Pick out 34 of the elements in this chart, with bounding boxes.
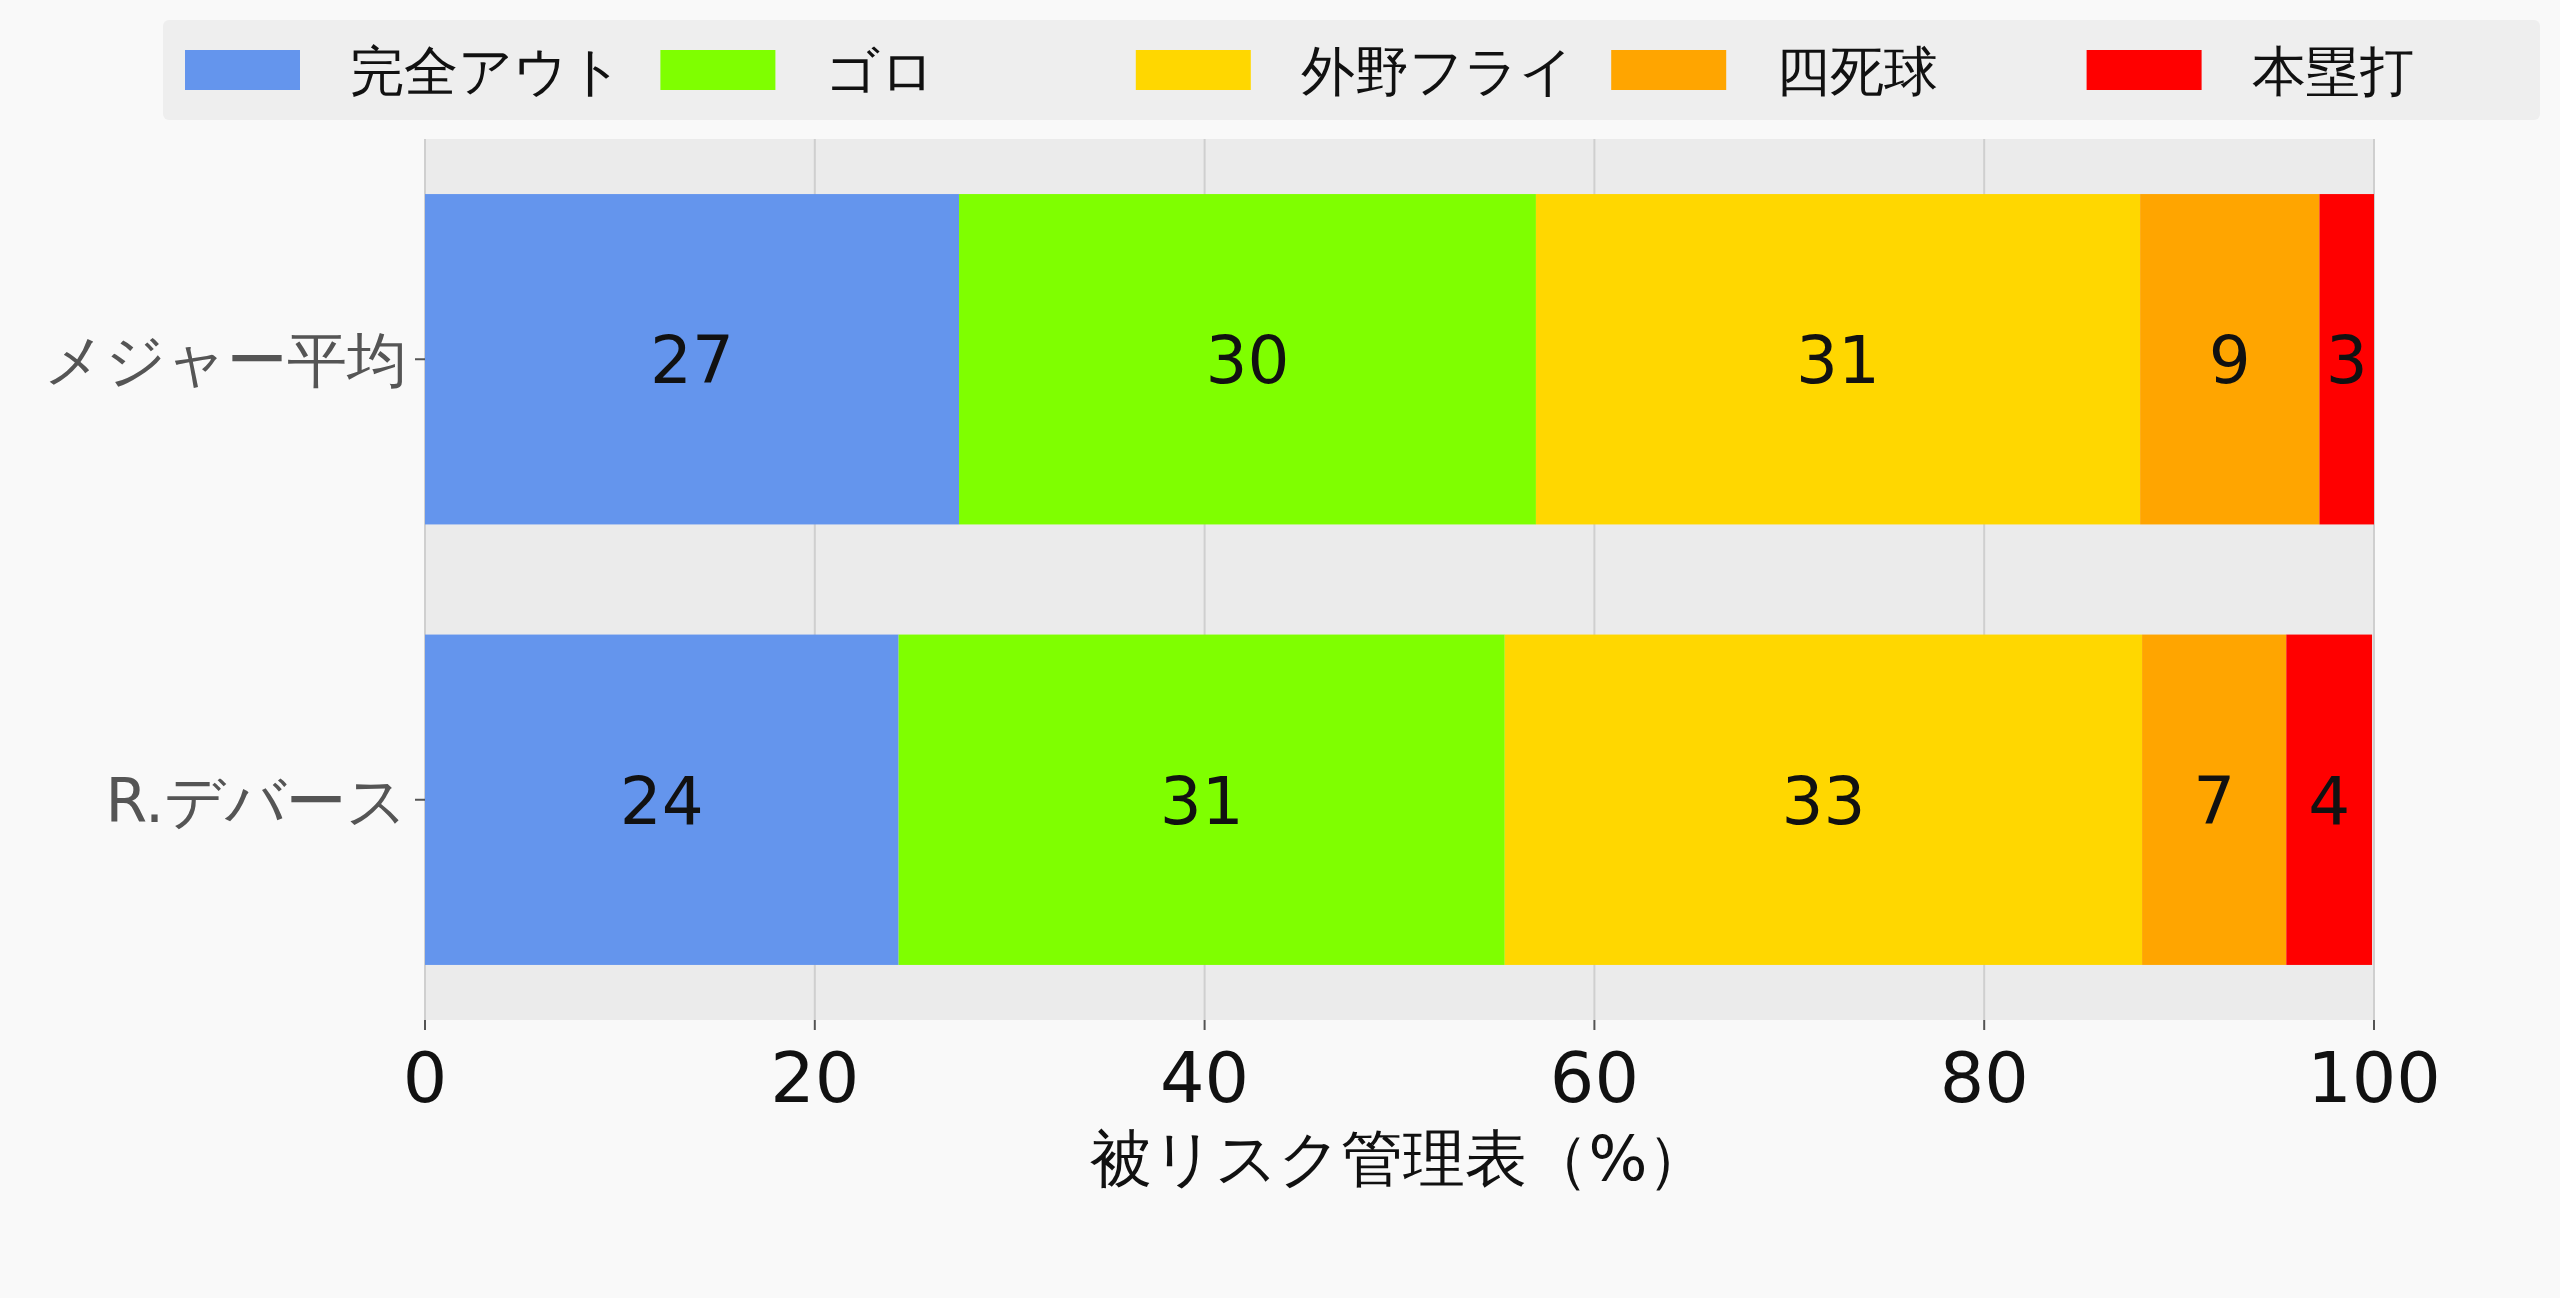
x-tick-label: 40 [1160,1037,1250,1119]
bar [1504,634,2143,965]
y-tick-label: メジャー平均 [44,325,407,396]
data-label: 33 [1781,762,1866,840]
x-tick-label: 60 [1549,1037,1639,1119]
bar [2140,194,2320,525]
data-label: 9 [2208,322,2251,400]
data-label: 3 [2325,322,2368,400]
bar [898,634,1505,965]
bar [425,634,899,965]
data-label: 31 [1159,762,1244,840]
bar [425,194,960,525]
x-tick-label: 80 [1939,1037,2029,1119]
data-label: 30 [1205,322,1290,400]
x-tick-label: 100 [2307,1037,2441,1119]
data-label: 7 [2193,762,2236,840]
bar [1535,194,2141,525]
bar [2286,634,2373,965]
y-tick-label: R.デバース [105,765,407,836]
bar [959,194,1536,525]
data-label: 27 [650,322,735,400]
x-tick-label: 0 [402,1037,448,1119]
legend-label: 完全アウト [350,40,623,103]
legend-label: 本塁打 [2251,40,2414,103]
x-axis-title: 被リスク管理表（%） [1089,1122,1710,1195]
data-label: 4 [2308,762,2351,840]
legend-label: ゴロ [825,40,936,103]
legend-label: 四死球 [1776,40,1939,103]
data-label: 31 [1796,322,1881,400]
legend-label: 外野フライ [1300,40,1574,103]
bar [2319,194,2374,525]
data-label: 24 [619,762,704,840]
x-tick-label: 20 [770,1037,860,1119]
bar [2142,634,2287,965]
